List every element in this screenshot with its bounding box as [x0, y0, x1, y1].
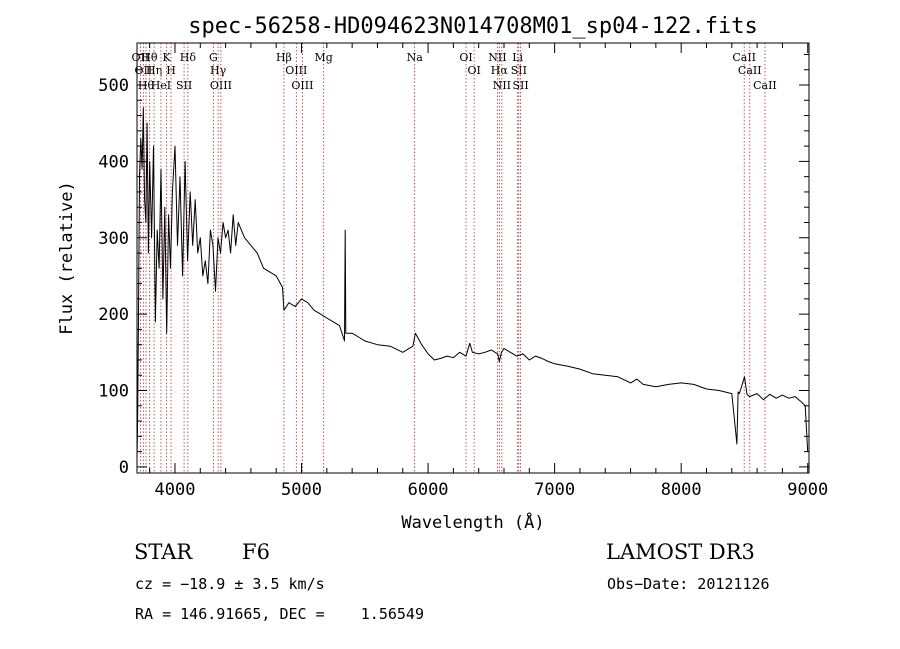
spectral-line-label: Na	[407, 51, 424, 64]
spectral-line-label: OIII	[210, 79, 232, 92]
spectrum-line	[136, 107, 809, 460]
spectral-line-label: G	[209, 51, 218, 64]
spectral-line-label: Li	[512, 51, 523, 64]
spectral-line-label: SII	[176, 79, 192, 92]
x-tick-label: 6000	[408, 480, 449, 500]
x-tick-label: 7000	[534, 480, 575, 500]
obs-date-text: Obs−Date: 20121126	[607, 575, 770, 593]
spectral-line-label: NII	[493, 79, 511, 92]
chart-title: spec-56258-HD094623N014708M01_sp04-122.f…	[188, 14, 758, 39]
y-tick-label: 300	[98, 229, 129, 249]
y-tick-label: 0	[119, 458, 129, 478]
spectral-line-label: SII	[512, 79, 528, 92]
spectral-line-label: OIII	[291, 79, 313, 92]
x-tick-label: 8000	[661, 480, 702, 500]
spectral-line-label: CaII	[738, 64, 762, 77]
spectral-line-label: Hγ	[210, 64, 227, 77]
spectral-line-label: Hθ	[141, 51, 158, 64]
spectral-line-label: K	[163, 51, 172, 64]
spectral-line-label: Hα	[491, 64, 509, 77]
spectral-line-label: Hδ	[180, 51, 197, 64]
y-tick-label: 100	[98, 382, 129, 402]
y-tick-label: 400	[98, 152, 129, 172]
redshift-text: cz = −18.9 ± 3.5 km/s	[135, 575, 325, 593]
x-axis-label: Wavelength (Å)	[401, 511, 544, 533]
spectral-line-label: Hη	[146, 64, 162, 77]
spectral-line-label: CaII	[753, 79, 777, 92]
spectral-line-label: Mg	[315, 51, 333, 64]
spectral-line-label: OI	[459, 51, 472, 64]
y-tick-label: 500	[98, 76, 129, 96]
spectral-line-label: OI	[467, 64, 480, 77]
spectral-line-label: Hβ	[276, 51, 292, 64]
x-tick-label: 5000	[281, 480, 322, 500]
x-tick-label: 4000	[154, 480, 195, 500]
y-axis-label: Flux (relative)	[57, 181, 77, 335]
spectral-line-label: NII	[488, 51, 506, 64]
spectral-line-label: OIII	[285, 64, 307, 77]
spectral-line-label: CaII	[732, 51, 756, 64]
object-subclass: F6	[242, 540, 270, 564]
coordinates-text: RA = 146.91665, DEC = 1.56549	[135, 605, 424, 623]
spectral-line-label: H	[166, 64, 176, 77]
spectral-line-label: OII	[134, 64, 152, 77]
plot-frame	[136, 42, 810, 474]
survey-name: LAMOST DR3	[606, 540, 755, 564]
spectral-line-label: OII	[132, 51, 150, 64]
spectral-line-label: HeI	[151, 79, 171, 92]
object-class: STAR	[134, 540, 193, 564]
x-tick-label: 9000	[787, 480, 828, 500]
spectral-line-label: SII	[511, 64, 527, 77]
y-tick-label: 200	[98, 305, 129, 325]
